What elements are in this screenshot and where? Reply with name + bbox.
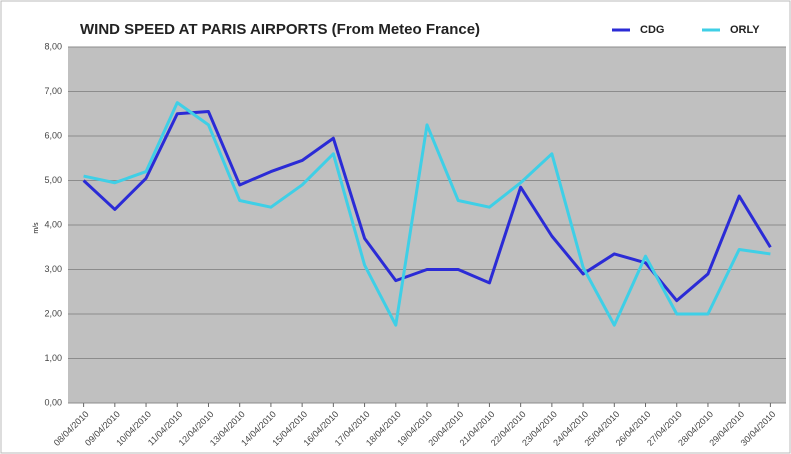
y-axis-label: m/s [33, 222, 40, 234]
y-tick-label: 2,00 [44, 308, 62, 318]
y-tick-label: 3,00 [44, 264, 62, 274]
y-tick-label: 4,00 [44, 219, 62, 229]
y-tick-label: 5,00 [44, 175, 62, 185]
legend-label: CDG [640, 24, 664, 36]
y-tick-label: 0,00 [44, 397, 62, 407]
legend-label: ORLY [730, 24, 760, 36]
y-tick-label: 6,00 [44, 130, 62, 140]
y-tick-label: 8,00 [44, 41, 62, 51]
y-tick-label: 1,00 [44, 353, 62, 363]
chart-title: WIND SPEED AT PARIS AIRPORTS (From Meteo… [80, 21, 480, 38]
series-line [83, 101, 771, 327]
y-tick-label: 7,00 [44, 86, 62, 96]
